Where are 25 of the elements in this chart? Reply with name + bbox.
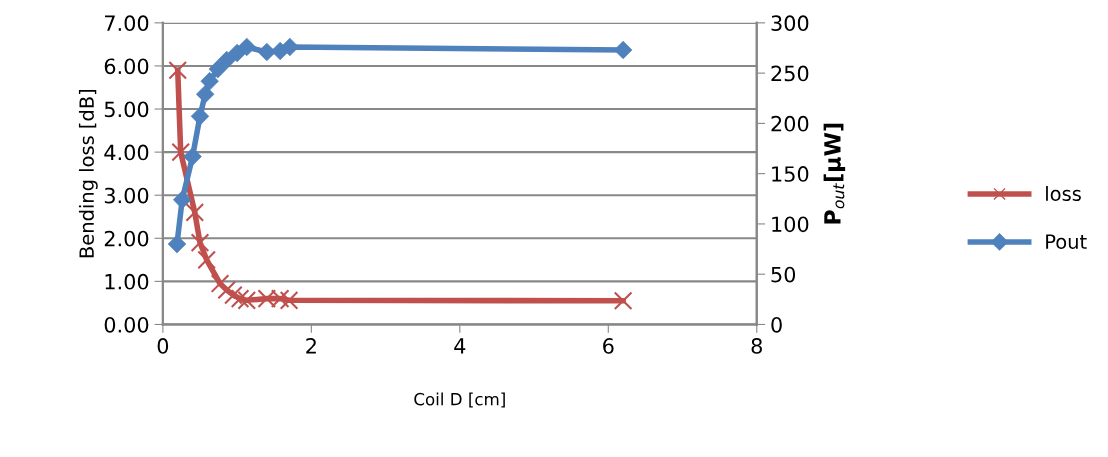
y2-tick-label: 300: [771, 15, 809, 32]
y2-tick-label: 250: [771, 65, 809, 82]
y-tick-label: 5.00: [104, 101, 149, 118]
x-tick-label: 4: [454, 338, 466, 354]
y-tick-label: 3.00: [104, 187, 149, 204]
y2-tick-label: 150: [772, 166, 809, 182]
y-tick-label: 2.00: [104, 230, 149, 247]
y-tick-label: 6.00: [104, 58, 149, 75]
y2-tick-label: 100: [772, 216, 809, 233]
x-axis-title: Coil D [cm]: [414, 392, 505, 408]
y2-tick-label: 0: [771, 316, 782, 333]
y2-axis-title: P$_{out}$[µW]: [823, 123, 846, 224]
y-axis-title: Bending loss [dB]: [78, 89, 98, 258]
x-tick-label: 6: [603, 338, 614, 354]
y-tick-label: 1.00: [105, 273, 149, 290]
y2-tick-label: 200: [771, 115, 809, 132]
y-tick-label: 7.00: [105, 15, 149, 32]
x-tick-label: 8: [751, 338, 762, 354]
legend-label: Pout: [1046, 234, 1087, 249]
y-tick-label: 4.00: [104, 144, 149, 161]
y2-tick-label: 50: [771, 266, 796, 283]
x-tick-label: 2: [306, 338, 316, 354]
legend-label: loss: [1046, 185, 1081, 202]
y-tick-label: 0.00: [104, 316, 149, 333]
x-tick-label: 0: [157, 338, 169, 354]
